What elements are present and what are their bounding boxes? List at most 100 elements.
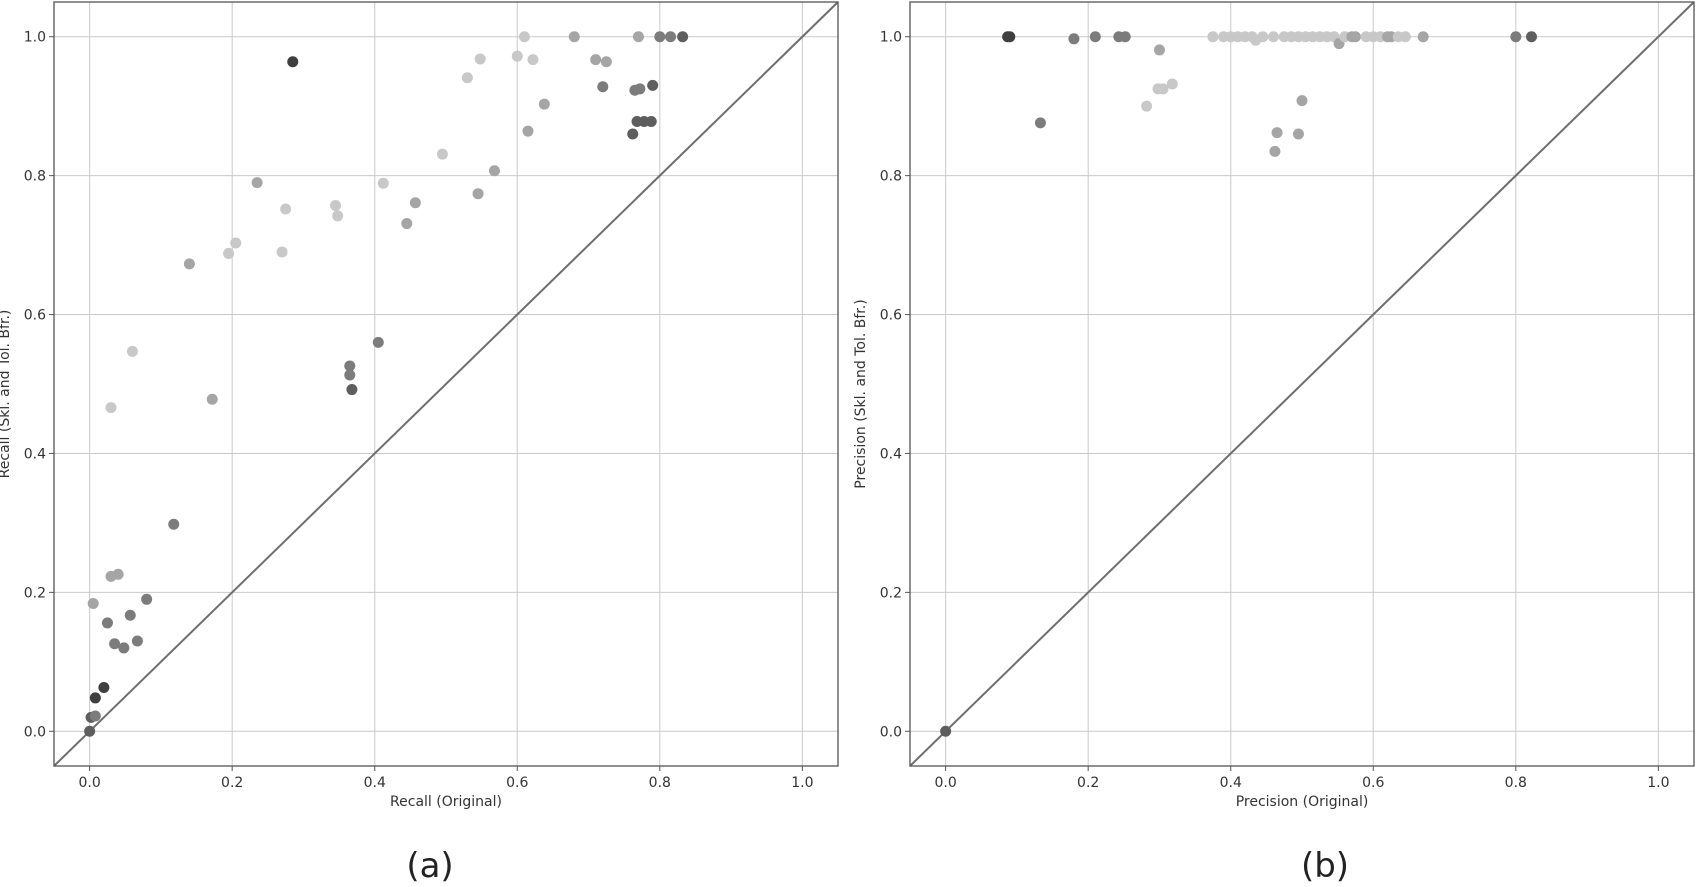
scatter-point: [1399, 31, 1411, 43]
scatter-point: [87, 597, 99, 609]
x-tick-label: 0.0: [79, 775, 101, 791]
scatter-point: [522, 125, 534, 137]
scatter-point: [1271, 127, 1283, 139]
scatter-point: [1157, 83, 1169, 95]
scatter-point: [109, 638, 121, 650]
x-tick-label: 0.6: [506, 775, 528, 791]
x-axis-label: Recall (Original): [390, 794, 502, 810]
scatter-point: [332, 210, 344, 222]
y-tick-label: 0.2: [880, 585, 902, 601]
grid-lines: [910, 2, 1694, 766]
y-tick-label: 0.4: [880, 446, 902, 462]
scatter-point: [1257, 31, 1269, 43]
scatter-point: [280, 203, 292, 215]
y-tick-label: 0.8: [880, 169, 902, 185]
scatter-point: [377, 177, 389, 189]
x-tick-label: 0.8: [1505, 775, 1527, 791]
y-axis-label: Precision (Skl. and Tol. Bfr.): [853, 299, 869, 488]
scatter-point: [223, 247, 235, 259]
scatter-point: [1004, 31, 1016, 43]
y-tick-labels: 0.0 0.2 0.4 0.6 0.8 1.0: [880, 30, 910, 740]
y-axis-label: Recall (Skl. and Tol. Bfr.): [0, 310, 13, 479]
scatter-point: [183, 258, 195, 270]
scatter-point: [409, 197, 421, 209]
x-tick-labels: 0.0 0.2 0.4 0.6 0.8 1.0: [935, 766, 1669, 791]
y-tick-labels: 0.0 0.2 0.4 0.6 0.8 1.0: [24, 30, 54, 740]
scatter-points: [84, 31, 689, 737]
scatter-point: [276, 246, 288, 258]
plot-area-frame: [53, 1, 839, 767]
scatter-point: [436, 148, 448, 160]
scatter-point: [230, 237, 242, 249]
scatter-point: [141, 593, 153, 605]
y-tick-label: 1.0: [880, 30, 902, 46]
scatter-point: [344, 369, 356, 381]
scatter-point: [1153, 44, 1165, 56]
scatter-point: [1119, 31, 1131, 43]
y-tick-label: 0.2: [24, 585, 46, 601]
scatter-point: [645, 115, 657, 127]
scatter-point: [344, 360, 356, 372]
scatter-point: [330, 200, 342, 212]
scatter-point: [634, 83, 646, 95]
y-tick-label: 0.6: [24, 308, 46, 324]
scatter-point: [647, 79, 659, 91]
scatter-point: [632, 31, 644, 43]
scatter-point: [118, 642, 130, 654]
scatter-point: [665, 31, 677, 43]
scatter-point: [654, 31, 666, 43]
x-tick-label: 1.0: [1647, 775, 1669, 791]
x-tick-label: 0.8: [649, 775, 671, 791]
scatter-point: [597, 81, 609, 93]
scatter-point: [98, 682, 110, 694]
scatter-point: [1292, 128, 1304, 140]
y-tick-label: 0.8: [24, 169, 46, 185]
x-tick-label: 0.4: [1220, 775, 1242, 791]
y-tick-label: 0.4: [24, 446, 46, 462]
scatter-points: [940, 31, 1537, 737]
scatter-point: [168, 518, 180, 530]
chart-panel-b: 0.0 0.2 0.4 0.6 0.8 1.0 0.0 0.2 0.4 0.6 0.8 1.0 Pr…: [853, 1, 1695, 886]
identity-line: [909, 1, 1695, 767]
scatter-point: [1068, 33, 1080, 45]
scatter-point: [84, 725, 96, 737]
x-axis-label: Precision (Original): [1236, 794, 1369, 810]
scatter-point: [1269, 145, 1281, 157]
scatter-point: [627, 128, 639, 140]
scatter-point: [126, 345, 138, 357]
scatter-point: [1141, 100, 1153, 112]
scatter-point: [1349, 31, 1361, 43]
scatter-point: [538, 98, 550, 110]
scatter-point: [1166, 78, 1178, 90]
y-tick-label: 1.0: [24, 30, 46, 46]
scatter-point: [474, 53, 486, 65]
scatter-point: [1207, 31, 1219, 43]
x-tick-label: 0.2: [221, 775, 243, 791]
scatter-point: [1296, 95, 1308, 107]
scatter-point: [511, 50, 523, 62]
scatter-point: [1267, 31, 1279, 43]
scatter-point: [124, 609, 136, 621]
scatter-point: [600, 56, 612, 68]
scatter-point: [251, 177, 263, 189]
plot-area-frame: [909, 1, 1695, 767]
scatter-point: [1089, 31, 1101, 43]
scatter-point: [677, 31, 689, 43]
y-tick-label: 0.0: [880, 724, 902, 740]
x-tick-label: 0.2: [1077, 775, 1099, 791]
x-tick-label: 0.6: [1362, 775, 1384, 791]
scatter-point: [1510, 31, 1522, 43]
panel-label: (a): [406, 846, 453, 886]
chart-panel-a: 0.0 0.2 0.4 0.6 0.8 1.0 0.0 0.2 0.4 0.6 0.8 1.0 Re…: [0, 1, 839, 886]
reference-line: [53, 1, 839, 767]
panel-label: (b): [1301, 846, 1349, 886]
reference-line: [909, 1, 1695, 767]
scatter-point: [590, 54, 602, 66]
scatter-point: [1417, 31, 1429, 43]
x-tick-label: 1.0: [791, 775, 813, 791]
scatter-point: [105, 402, 117, 414]
scatter-point: [89, 710, 101, 722]
scatter-point: [1034, 117, 1046, 129]
y-tick-label: 0.0: [24, 724, 46, 740]
scatter-point: [89, 692, 101, 704]
